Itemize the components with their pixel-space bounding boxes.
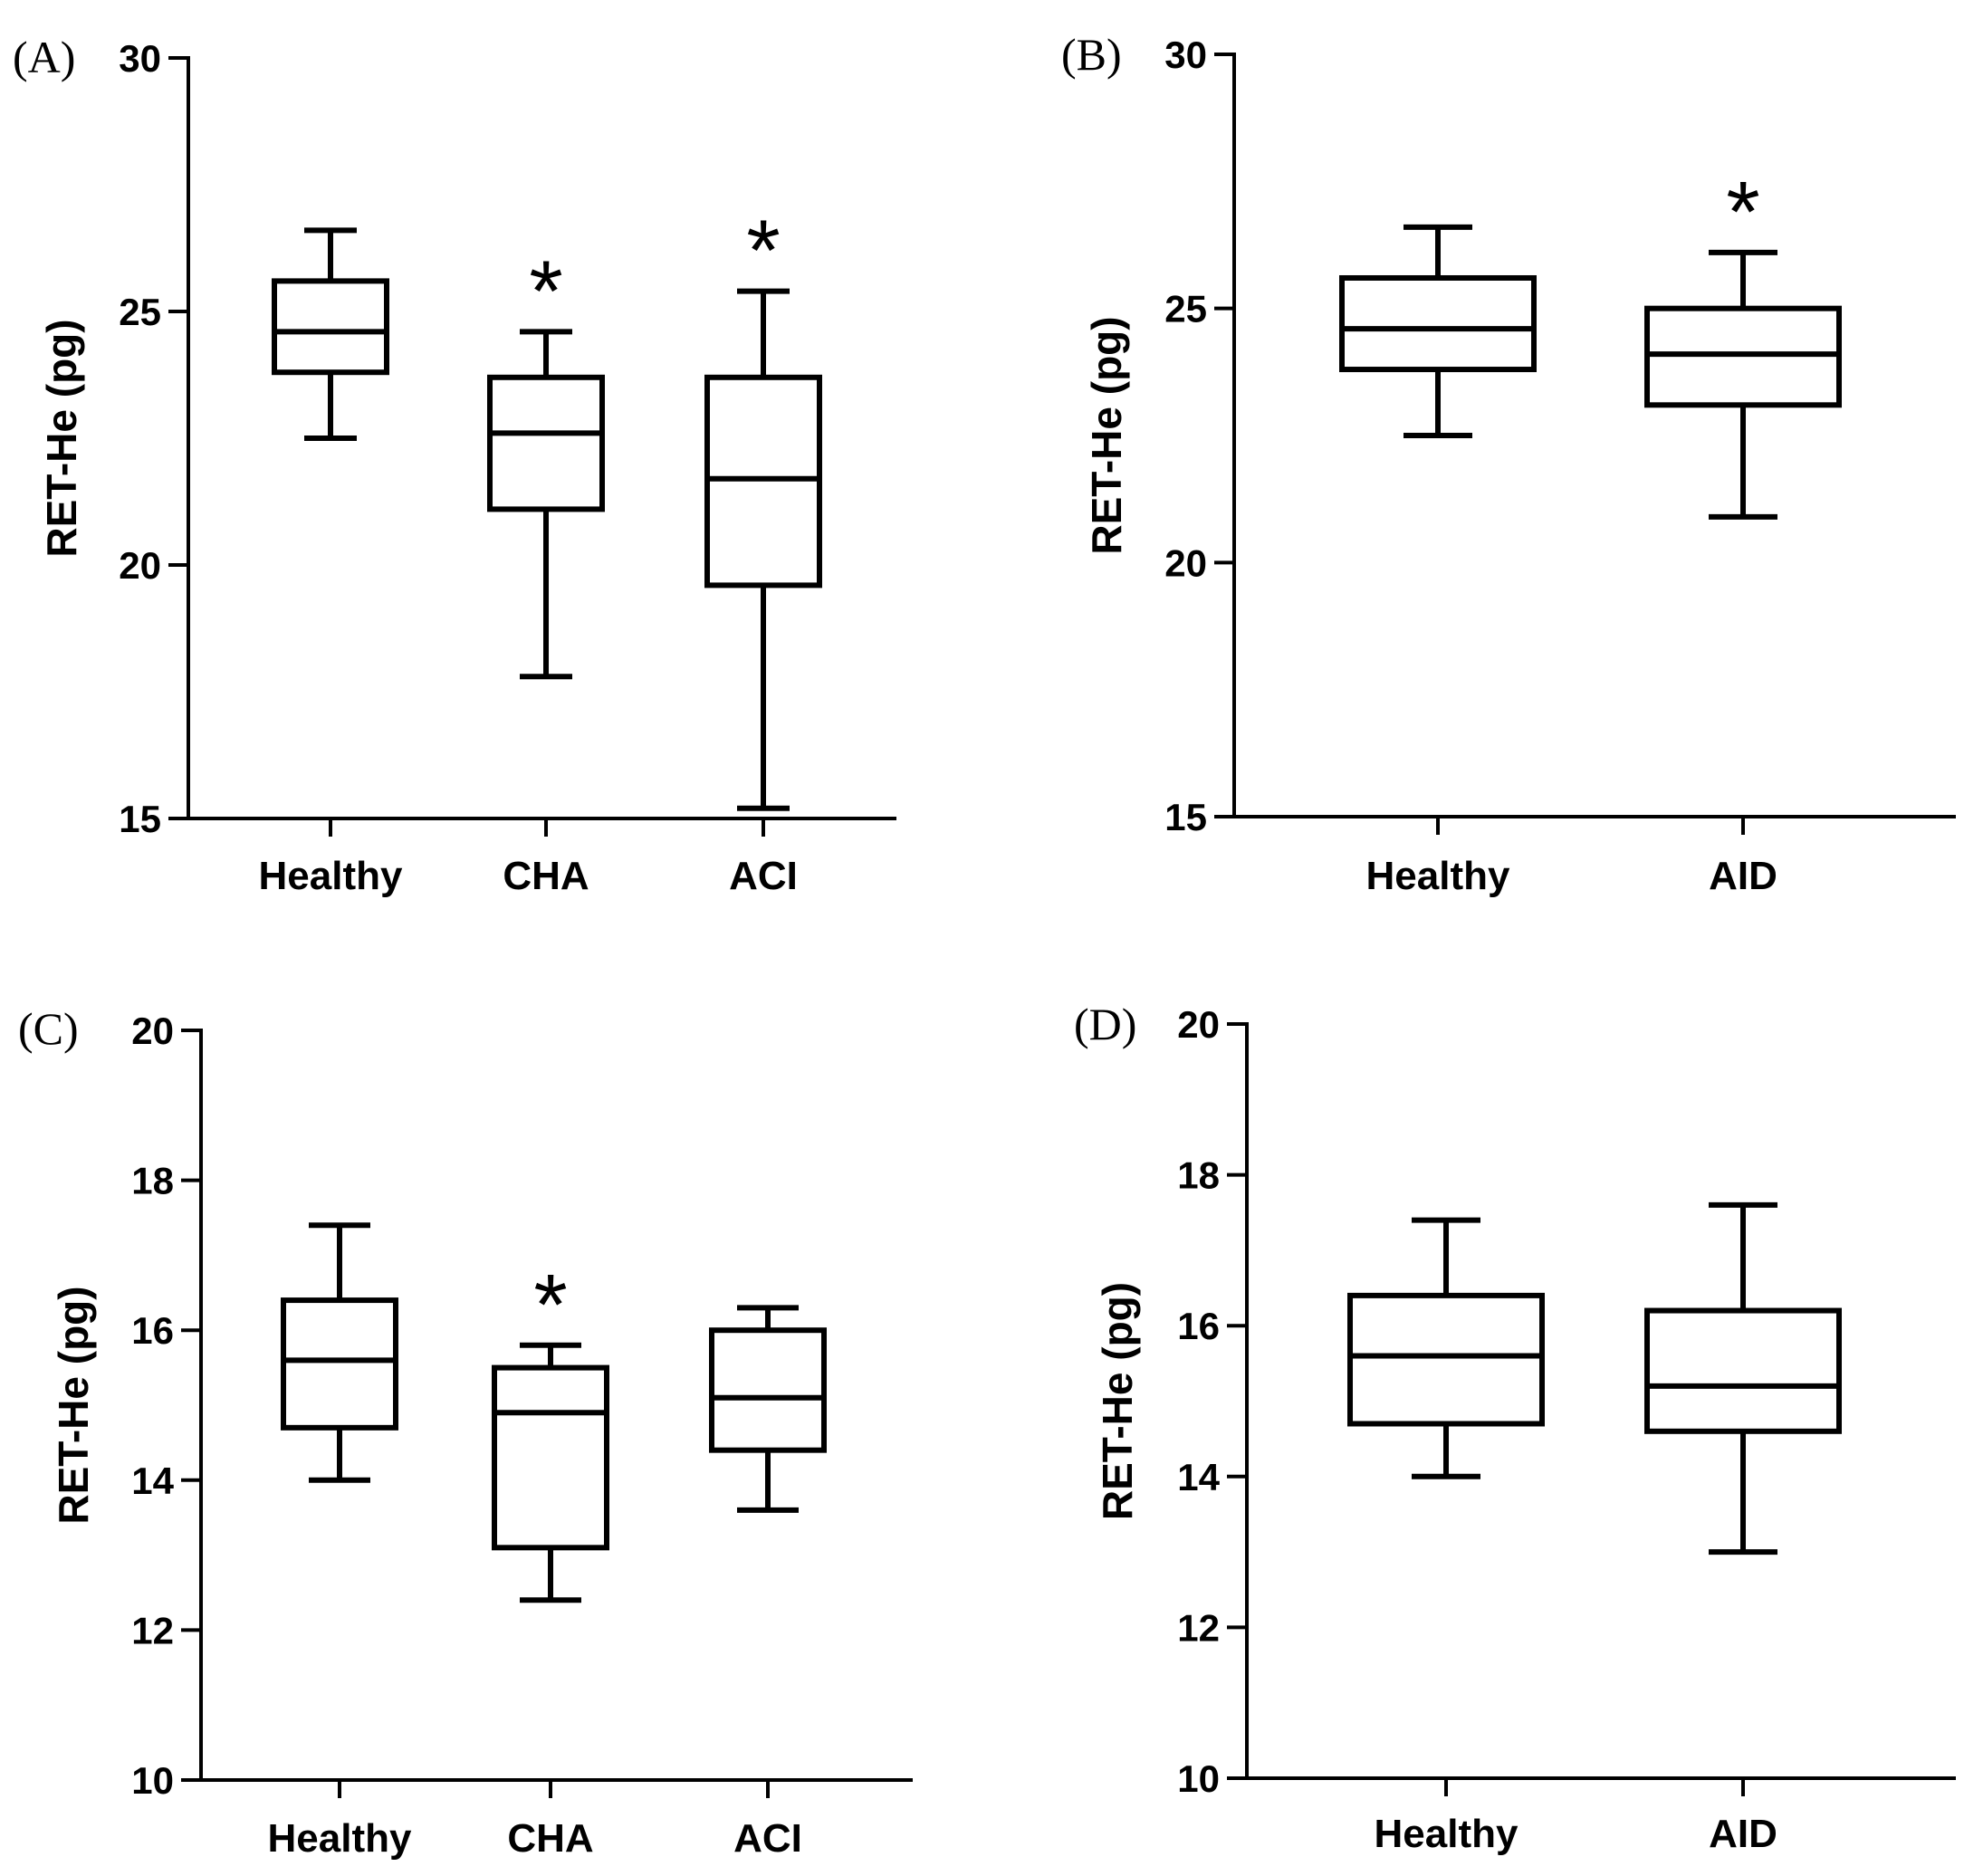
panel-b-y-tick-label: 30	[1164, 34, 1207, 76]
panel-a-y-tick-label: 15	[119, 798, 161, 840]
panel-d-y-tick-label: 16	[1177, 1305, 1220, 1347]
panel-d-category-label: Healthy	[1375, 1812, 1519, 1856]
panel-b-category-label: Healthy	[1366, 854, 1510, 898]
panel-c-box-aci	[709, 1327, 827, 1453]
panel-a-y-tick-label: 20	[119, 544, 161, 587]
panel-a-box-healthy	[272, 278, 389, 376]
panel-c-category-label: Healthy	[268, 1816, 412, 1861]
panel-b-category-label: AID	[1709, 854, 1777, 898]
panel-c-box-cha	[492, 1364, 609, 1551]
panel-d-box-healthy	[1347, 1292, 1545, 1427]
panel-a-category-label: ACI	[729, 854, 798, 898]
panel-b-label: (B)	[1061, 29, 1122, 80]
panel-a-category-label: CHA	[503, 854, 589, 898]
panel-d-category-label: AID	[1709, 1812, 1777, 1856]
panel-c-box-healthy	[281, 1297, 398, 1431]
panel-c-label: (C)	[18, 1003, 79, 1054]
panel-c-y-tick-label: 16	[131, 1309, 174, 1352]
panel-c-y-tick-label: 18	[131, 1160, 174, 1202]
panel-c-significance-marker: *	[533, 1257, 567, 1354]
panel-a-y-tick-label: 25	[119, 291, 161, 333]
panel-d-y-axis-title: RET-He (pg)	[1094, 1282, 1141, 1520]
panel-c-y-axis-title: RET-He (pg)	[50, 1286, 97, 1524]
panel-b-y-tick-label: 20	[1164, 541, 1207, 584]
panel-a-label: (A)	[13, 32, 75, 82]
panel-d-y-tick-label: 18	[1177, 1154, 1220, 1197]
panel-c-y-tick-label: 10	[131, 1759, 174, 1802]
panel-d-y-tick-label: 14	[1177, 1456, 1220, 1498]
panel-a-significance-marker: *	[746, 203, 780, 300]
panel-a-y-tick-label: 30	[119, 37, 161, 80]
panel-a-y-axis-title: RET-He (pg)	[38, 319, 85, 557]
panel-b-y-tick-label: 15	[1164, 796, 1207, 838]
panel-c-category-label: ACI	[733, 1816, 802, 1861]
panel-d-y-tick-label: 12	[1177, 1606, 1220, 1649]
panel-d-y-tick-label: 10	[1177, 1757, 1220, 1800]
panel-c-y-tick-label: 20	[131, 1010, 174, 1052]
panel-b-significance-marker: *	[1726, 164, 1759, 261]
panel-d-box-aid	[1644, 1307, 1842, 1434]
panel-b-y-axis-title: RET-He (pg)	[1083, 316, 1130, 554]
panel-c-category-label: CHA	[507, 1816, 593, 1861]
panel-a-category-label: Healthy	[259, 854, 403, 898]
panel-a-box-cha	[487, 374, 605, 512]
panel-b-box-healthy	[1339, 274, 1537, 373]
panel-b-y-tick-label: 25	[1164, 288, 1207, 330]
panel-c-y-tick-label: 12	[131, 1609, 174, 1651]
panel-a-significance-marker: *	[529, 243, 562, 340]
panel-c-y-tick-label: 14	[131, 1460, 174, 1502]
panel-d-label: (D)	[1074, 999, 1136, 1049]
panel-d-y-tick-label: 20	[1177, 1003, 1220, 1046]
